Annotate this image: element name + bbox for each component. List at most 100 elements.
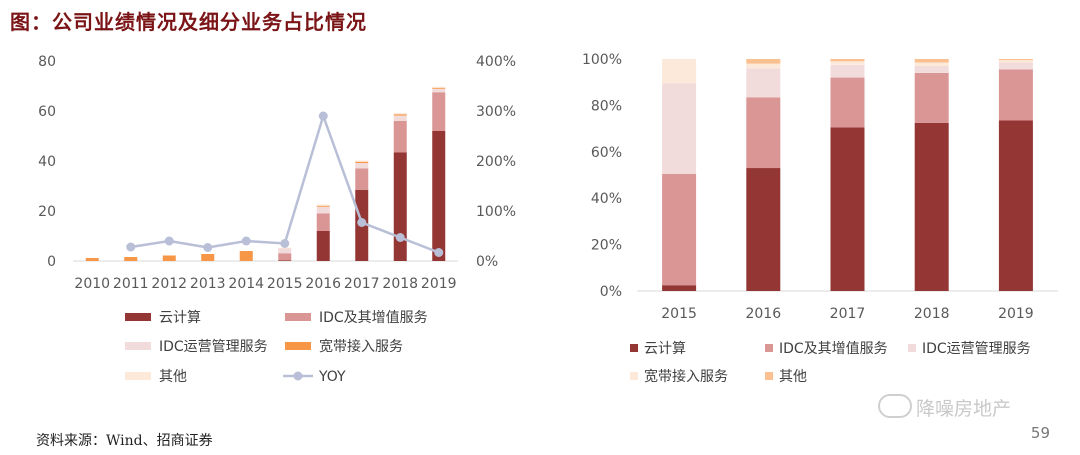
y-tick-label: 20	[38, 204, 56, 220]
bar-segment	[998, 120, 1033, 291]
legend-label: 云计算	[644, 341, 686, 357]
x-tick-label: 2017	[344, 276, 380, 292]
legend-swatch	[125, 342, 151, 350]
y-tick-label: 80%	[591, 98, 622, 114]
y-tick-label: 0%	[600, 284, 622, 300]
bar-segment	[393, 152, 407, 261]
y-tick-label: 60%	[591, 145, 622, 161]
legend-swatch	[125, 372, 151, 380]
y-tick-label: 40	[38, 154, 56, 170]
bar-segment	[998, 60, 1033, 63]
legend-swatch	[765, 344, 773, 352]
bar-segment	[914, 122, 949, 291]
x-tick-label: 2014	[228, 276, 264, 292]
page-number: 59	[1030, 424, 1050, 442]
y-tick-label: 100%	[582, 52, 622, 68]
bar-segment	[830, 127, 865, 291]
bar-segment	[662, 59, 697, 84]
bar-segment	[998, 69, 1033, 121]
bar-segment	[746, 68, 781, 98]
legend-label: IDC及其增值服务	[779, 341, 888, 357]
yoy-line	[130, 112, 440, 254]
y-tick-label: 80	[38, 54, 56, 70]
bar-segment	[830, 61, 865, 65]
x-tick-label: 2010	[74, 276, 110, 292]
y2-tick-label: 400%	[476, 54, 516, 70]
bar-segment	[278, 247, 292, 249]
legend-label: IDC运营管理服务	[922, 341, 1031, 357]
y-tick-label: 40%	[591, 191, 622, 207]
bar-segment	[998, 59, 1033, 61]
page-title: 图：公司业绩情况及细分业务占比情况	[10, 10, 367, 34]
x-tick-label: 2011	[113, 276, 149, 292]
legend-marker	[293, 371, 303, 381]
legend-label: 宽带接入服务	[644, 368, 728, 385]
bar-segment	[278, 260, 292, 261]
bar-segment	[124, 257, 138, 261]
bar-segment	[355, 161, 369, 163]
y-tick-label: 20%	[591, 238, 622, 254]
legend-label: YOY	[318, 369, 346, 385]
x-tick-label: 2017	[830, 306, 866, 322]
right-percent-chart: 0% 20% 40% 60% 80% 100% 2015 2016 2017 2018 2019 云计…	[582, 52, 1058, 385]
bar-segment	[662, 173, 697, 286]
bar-segment	[746, 63, 781, 69]
bar-segment	[239, 251, 253, 261]
legend-swatch	[908, 344, 916, 352]
bar-segment	[746, 59, 781, 64]
bar-segment	[316, 205, 330, 207]
legend-swatch	[765, 372, 773, 380]
bar-segment	[914, 65, 949, 73]
bar-segment	[355, 163, 369, 169]
bar-segment	[278, 253, 292, 261]
bar-segment	[662, 83, 697, 174]
bar-segment	[278, 248, 292, 254]
legend-swatch	[285, 313, 311, 321]
bar-segment	[830, 59, 865, 62]
x-tick-label: 2015	[267, 276, 303, 292]
x-tick-label: 2019	[421, 276, 457, 292]
legend-label: 宽带接入服务	[319, 338, 403, 355]
yoy-point	[280, 239, 290, 248]
wechat-icon	[878, 394, 912, 418]
y2-tick-label: 200%	[476, 154, 516, 170]
legend-label: 其他	[779, 369, 807, 385]
bar-segment	[201, 254, 215, 261]
yoy-point	[318, 111, 328, 121]
y2-tick-label: 100%	[476, 204, 516, 220]
watermark-text: 降噪房地产	[916, 398, 1012, 420]
bar-segment	[432, 92, 446, 131]
y2-tick-label: 0%	[476, 254, 498, 270]
bar-segment	[393, 114, 407, 116]
yoy-point	[203, 243, 213, 252]
x-tick-label: 2016	[305, 276, 341, 292]
y2-tick-label: 300%	[476, 104, 516, 120]
legend-swatch	[630, 372, 638, 380]
legend-label: IDC及其增值服务	[319, 310, 428, 326]
x-tick-label: 2013	[190, 276, 226, 292]
bar-segment	[746, 97, 781, 169]
x-tick-label: 2019	[998, 306, 1034, 322]
x-tick-label: 2016	[745, 306, 781, 322]
bar-segment	[662, 285, 697, 291]
bar-segment	[432, 87, 446, 89]
bar-segment	[746, 168, 781, 291]
y-tick-label: 60	[38, 104, 56, 120]
legend-swatch	[630, 344, 638, 352]
legend-label: 云计算	[159, 310, 201, 326]
bar-segment	[432, 86, 446, 88]
bar-segment	[914, 72, 949, 123]
bar-segment	[85, 258, 99, 261]
bar-segment	[830, 64, 865, 78]
watermark: 降噪房地产	[878, 394, 1011, 421]
legend-label: 其他	[159, 369, 187, 385]
bar-segment	[316, 213, 330, 231]
bar-segment	[316, 206, 330, 214]
y-tick-label: 0	[47, 254, 56, 270]
bar-segment	[355, 168, 369, 190]
bar-segment	[998, 62, 1033, 70]
yoy-point	[241, 236, 251, 246]
yoy-point	[434, 248, 444, 257]
bar-segment	[316, 231, 330, 261]
bar-segment	[432, 88, 446, 93]
